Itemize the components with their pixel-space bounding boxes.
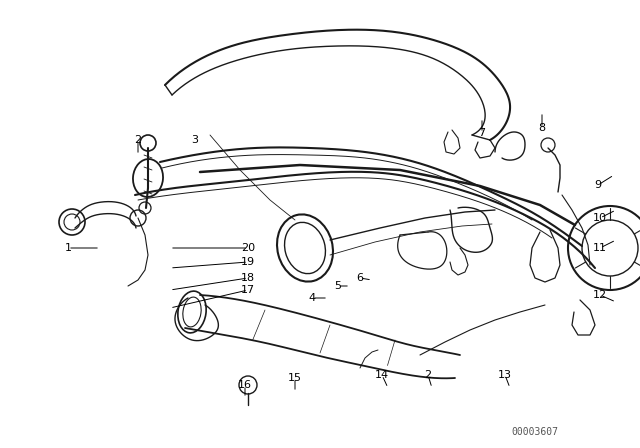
Text: 11: 11 xyxy=(593,243,607,253)
Text: 17: 17 xyxy=(241,285,255,295)
Text: 9: 9 xyxy=(595,180,602,190)
Text: 12: 12 xyxy=(593,290,607,300)
Text: 10: 10 xyxy=(593,213,607,223)
Text: 13: 13 xyxy=(498,370,512,380)
Text: 14: 14 xyxy=(375,370,389,380)
Text: 16: 16 xyxy=(238,380,252,390)
Text: 7: 7 xyxy=(479,128,486,138)
Text: 5: 5 xyxy=(335,281,342,291)
Text: 2: 2 xyxy=(134,135,141,145)
Text: 3: 3 xyxy=(191,135,198,145)
Text: 20: 20 xyxy=(241,243,255,253)
Text: 1: 1 xyxy=(65,243,72,253)
Text: 00003607: 00003607 xyxy=(511,427,559,437)
Text: 18: 18 xyxy=(241,273,255,283)
Text: 6: 6 xyxy=(356,273,364,283)
Text: 4: 4 xyxy=(308,293,316,303)
Text: 2: 2 xyxy=(424,370,431,380)
Text: 19: 19 xyxy=(241,257,255,267)
Text: 8: 8 xyxy=(538,123,545,133)
Text: 15: 15 xyxy=(288,373,302,383)
